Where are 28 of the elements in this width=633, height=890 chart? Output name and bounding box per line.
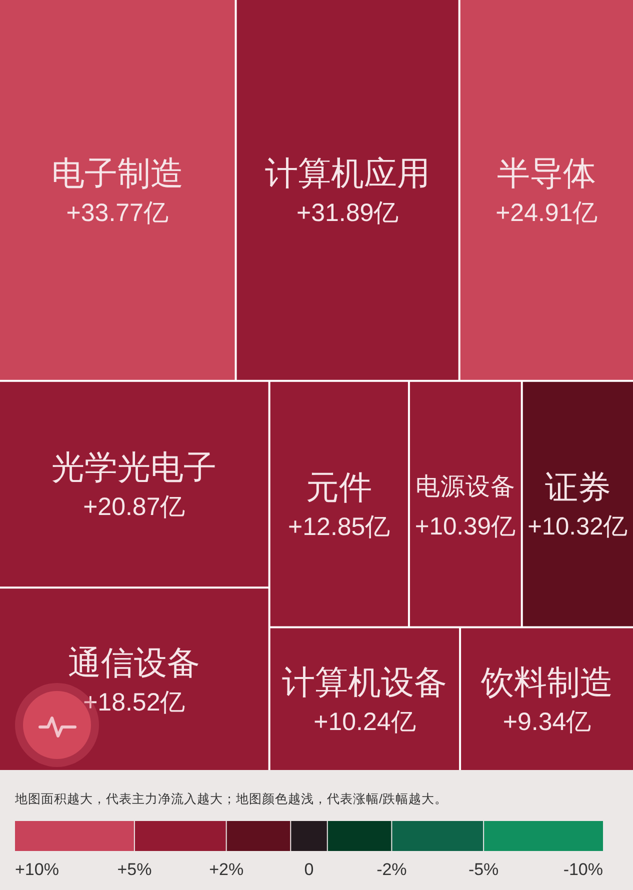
category-label: 计算机应用 <box>265 154 430 192</box>
category-label: 电子制造 <box>51 154 184 192</box>
category-label: +10% <box>15 860 59 879</box>
category-label: 饮料制造 <box>480 664 614 701</box>
data-label: +31.89亿 <box>296 198 399 227</box>
data-label: +10.32亿 <box>528 514 628 541</box>
category-label: +5% <box>117 860 152 879</box>
data-label: +33.77亿 <box>66 198 168 227</box>
category-label: 半导体 <box>497 154 596 192</box>
data-label: +9.34亿 <box>502 708 592 736</box>
data-label: +18.52亿 <box>83 688 186 716</box>
category-label: +2% <box>209 860 244 879</box>
text: 地图面积越大，代表主力净流入越大；地图颜色越浅，代表涨幅/跌幅越大。 <box>14 791 448 806</box>
data-label: +24.91亿 <box>496 198 598 227</box>
category-label: -5% <box>468 860 499 879</box>
data-label: +20.87亿 <box>83 493 186 522</box>
category-label: 光学光电子 <box>52 448 217 486</box>
data-label: +10.39亿 <box>414 514 516 541</box>
category-label: 通信设备 <box>68 644 200 681</box>
data-label: +10.24亿 <box>314 708 416 736</box>
category-label: 电源设备 <box>415 474 516 501</box>
category-label: 0 <box>304 860 314 879</box>
category-label: 元件 <box>306 468 372 506</box>
category-label: -2% <box>376 860 407 879</box>
data-label: +12.85亿 <box>288 513 390 542</box>
category-label: 计算机设备 <box>282 664 448 701</box>
category-label: 证券 <box>544 468 611 506</box>
category-label: -10% <box>563 860 603 879</box>
